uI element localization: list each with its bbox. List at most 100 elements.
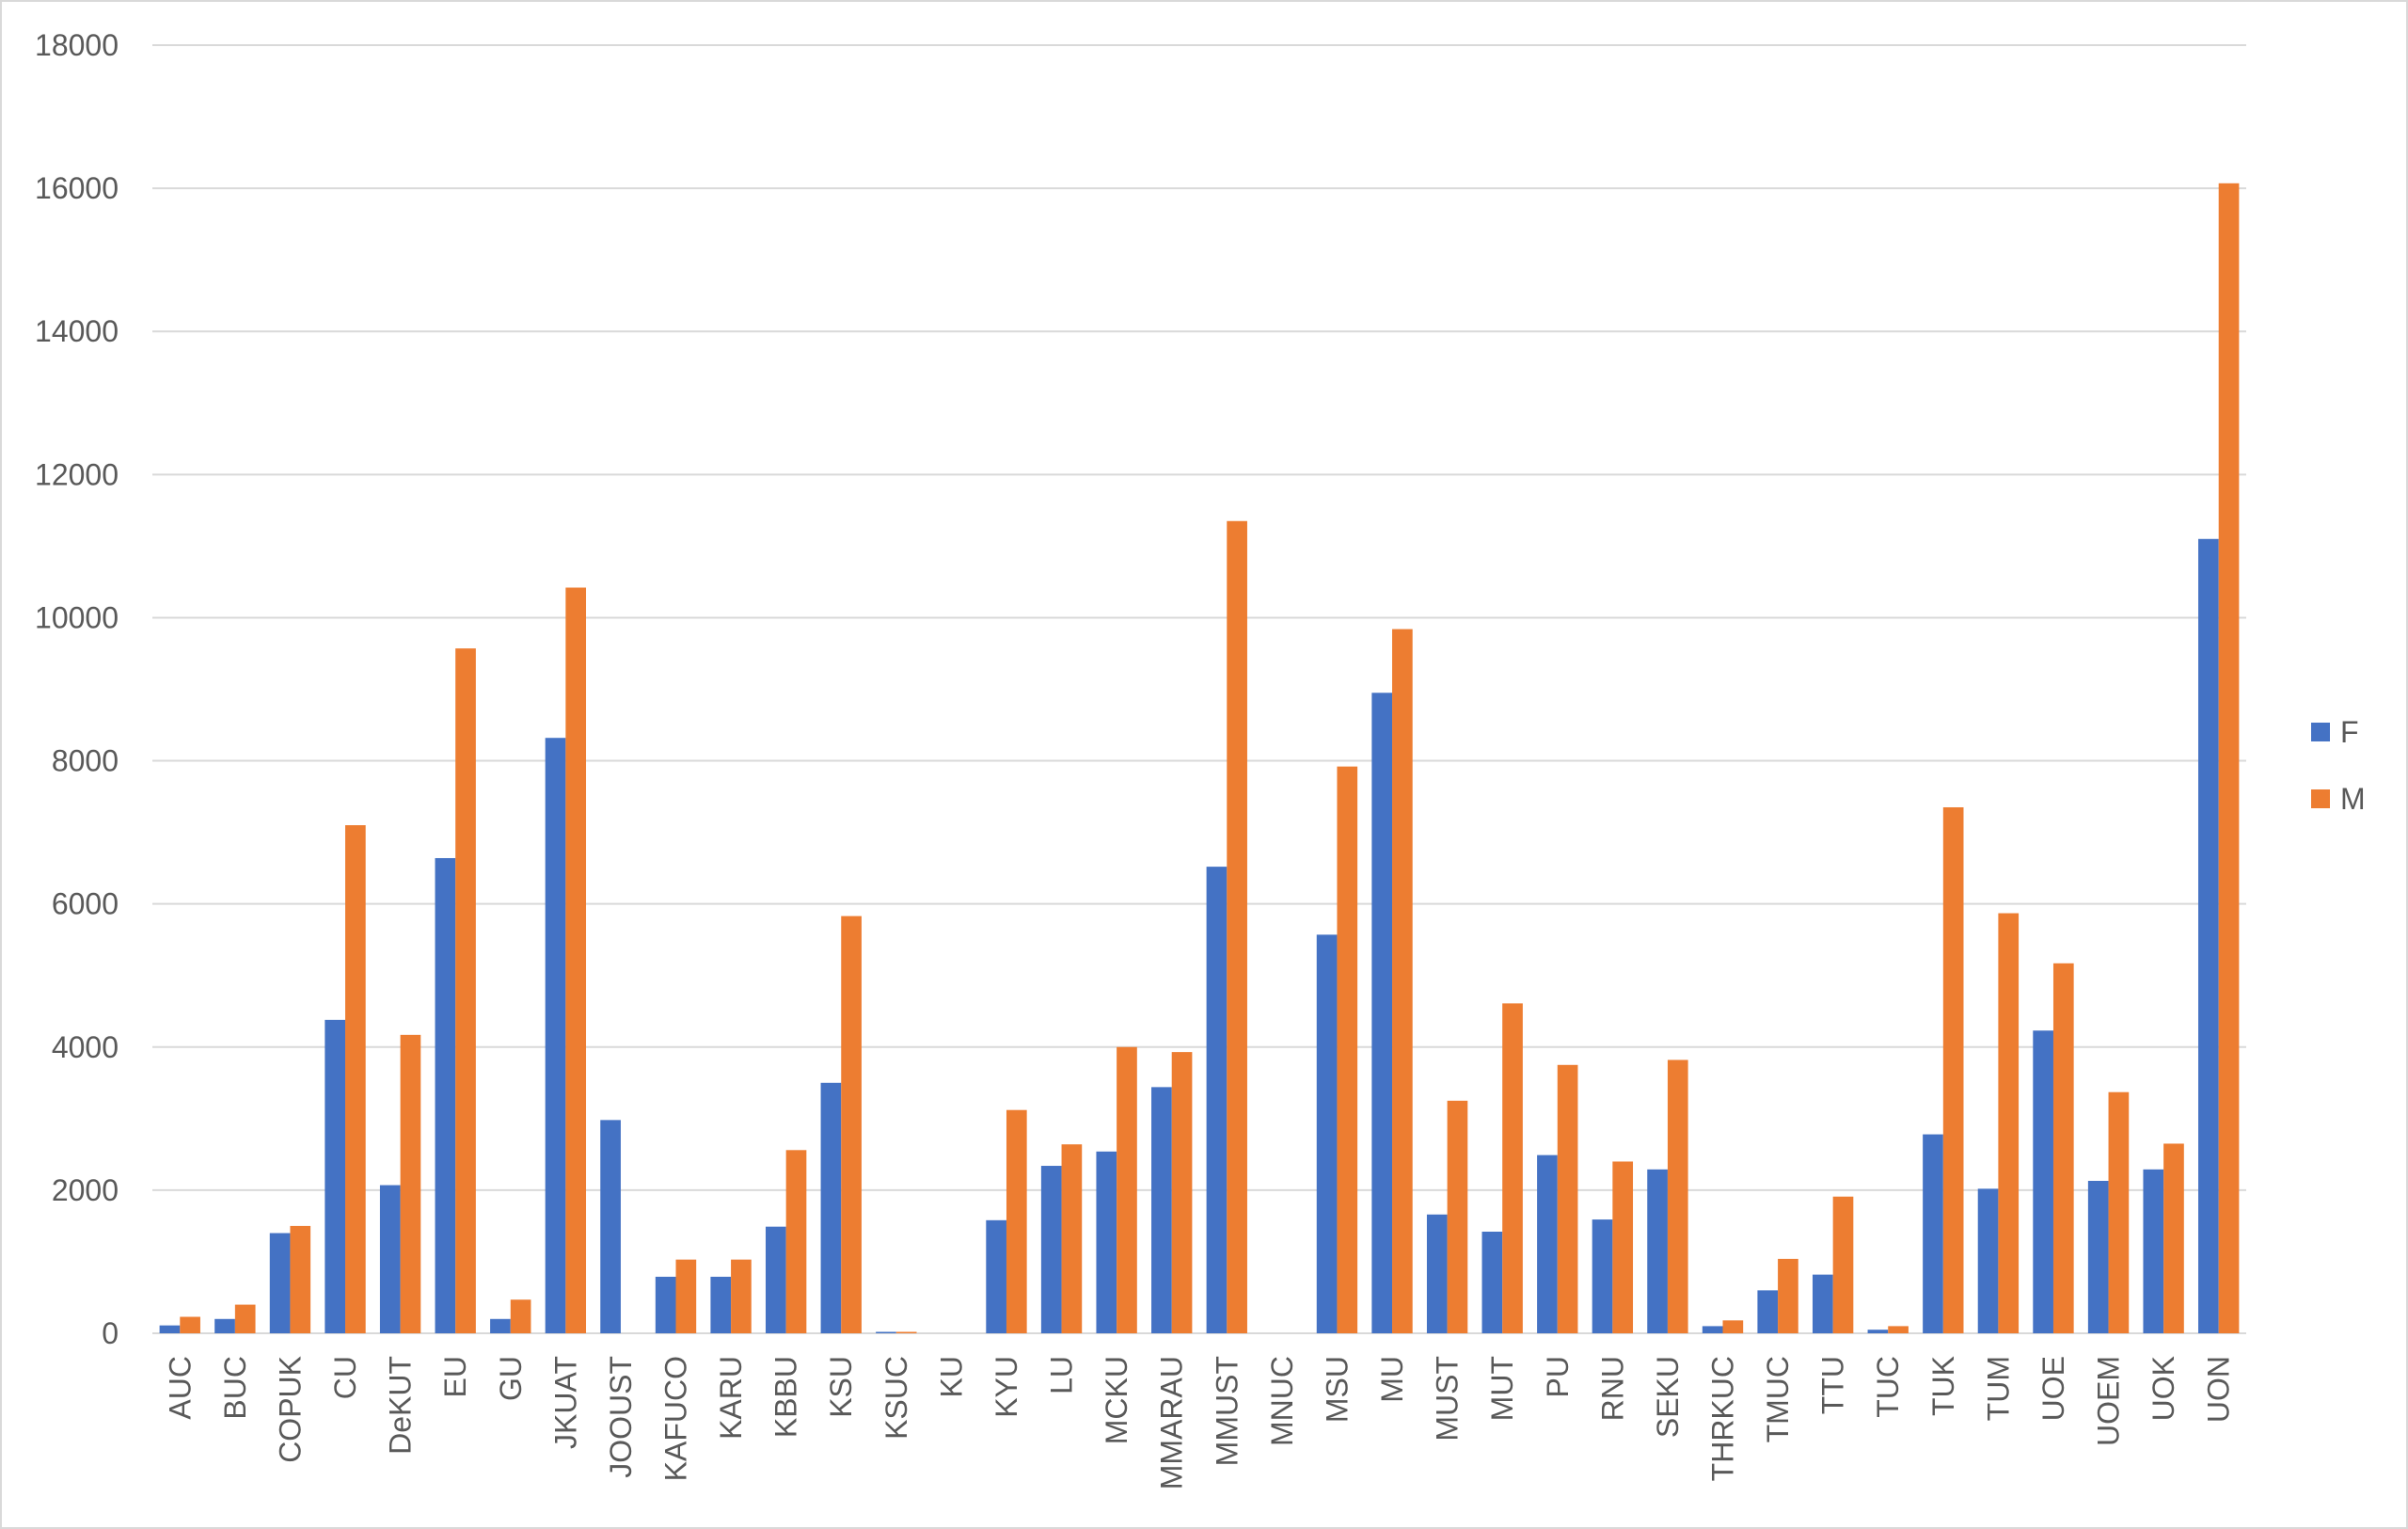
bar-F-JOOUST: [600, 1120, 621, 1333]
bar-M-KBBU: [785, 1150, 807, 1333]
x-tick-label: MUST: [1431, 1356, 1465, 1441]
bar-F-UOE: [2033, 1030, 2053, 1333]
bar-F-UOEM: [2087, 1181, 2109, 1333]
bar-M-TUK: [1942, 806, 1964, 1333]
bar-M-KSU: [841, 916, 862, 1333]
x-tick-label: SEKU: [1651, 1356, 1685, 1438]
x-tick-label: KSU: [824, 1356, 858, 1418]
x-tick-label: JOOUST: [604, 1356, 638, 1478]
bar-F-KYU: [986, 1219, 1006, 1333]
bar-M-EU: [455, 648, 476, 1333]
x-tick-label: RNU: [1595, 1356, 1629, 1421]
bar-F-LU: [1040, 1166, 1062, 1333]
bar-M-AUC: [180, 1316, 200, 1333]
bar-M-KYU: [1006, 1109, 1027, 1333]
bar-F-MUST: [1426, 1214, 1448, 1333]
bar-M-CU: [345, 825, 366, 1333]
bar-F-RNU: [1592, 1219, 1613, 1333]
gridlines: [152, 44, 2246, 1334]
x-tick-label: MNUC: [1265, 1356, 1299, 1446]
x-tick-label: TTU: [1816, 1356, 1850, 1414]
legend-label-F: F: [2340, 715, 2359, 749]
bar-M-KAFUCO: [675, 1259, 697, 1333]
bar-F-CU: [325, 1019, 346, 1333]
bar-M-MUT: [1502, 1003, 1523, 1333]
legend-swatch-M: [2311, 789, 2330, 808]
bar-F-UON: [2198, 538, 2219, 1333]
x-tick-label: MCKU: [1100, 1356, 1133, 1444]
bar-M-UON: [2218, 183, 2240, 1333]
x-tick-label: TUM: [1981, 1356, 2015, 1421]
bar-F-MU: [1371, 693, 1393, 1333]
legend: FM: [2311, 715, 2366, 816]
bar-M-BUC: [234, 1304, 256, 1333]
bar-F-UOK: [2143, 1169, 2164, 1333]
x-tick-label: UOE: [2036, 1356, 2070, 1421]
x-tick-label: DeKUT: [384, 1356, 418, 1455]
bar-F-SEKU: [1647, 1169, 1668, 1333]
x-tick-label: UON: [2202, 1356, 2236, 1423]
x-tick-label: KAFUCO: [659, 1356, 693, 1481]
bar-M-TMUC: [1778, 1258, 1798, 1333]
bar-M-COPUK: [290, 1225, 311, 1333]
bar-F-THRKUC: [1702, 1326, 1723, 1333]
bar-F-TUK: [1923, 1134, 1943, 1333]
y-tick-label: 12000: [35, 457, 119, 491]
bar-M-MCKU: [1117, 1046, 1137, 1333]
x-tick-label: UOK: [2147, 1356, 2180, 1421]
x-tick-label: MUT: [1485, 1356, 1519, 1421]
bar-M-UOK: [2163, 1143, 2184, 1333]
x-tick-label: MMARAU: [1155, 1356, 1189, 1489]
bar-F-PU: [1537, 1155, 1558, 1333]
x-tick-label: MMUST: [1210, 1356, 1244, 1466]
bar-M-PU: [1557, 1064, 1578, 1333]
x-tick-label: TUC: [1871, 1356, 1905, 1418]
bar-M-LU: [1061, 1144, 1083, 1333]
x-tick-label: EU: [438, 1356, 472, 1397]
x-tick-label: MU: [1375, 1356, 1409, 1403]
bar-F-KARU: [710, 1276, 732, 1333]
bar-M-MMUST: [1227, 520, 1247, 1333]
bar-F-KBBU: [765, 1226, 786, 1333]
bar-F-KSUC: [876, 1331, 896, 1333]
bar-F-MSU: [1316, 934, 1338, 1333]
bar-F-AUC: [159, 1325, 181, 1333]
bar-F-DeKUT: [379, 1185, 401, 1333]
bar-F-TMUC: [1757, 1290, 1779, 1333]
x-tick-label: CU: [328, 1356, 362, 1399]
bar-M-TTU: [1832, 1196, 1854, 1333]
y-tick-label: 10000: [35, 600, 119, 634]
y-tick-label: 4000: [52, 1030, 119, 1064]
bar-M-MSU: [1337, 766, 1358, 1333]
x-tick-label: KYU: [990, 1356, 1023, 1418]
y-tick-label: 14000: [35, 314, 119, 348]
x-tick-label: LU: [1045, 1356, 1079, 1394]
bar-M-UOEM: [2108, 1091, 2130, 1333]
bar-M-MU: [1392, 629, 1413, 1333]
x-tick-label: KARU: [714, 1356, 748, 1440]
y-tick-label: 0: [102, 1316, 119, 1350]
bar-F-GU: [490, 1318, 511, 1333]
bar-F-MMUST: [1206, 867, 1228, 1333]
legend-swatch-F: [2311, 723, 2330, 741]
x-tick-label: TUK: [1926, 1356, 1960, 1416]
x-tick-label: COPUK: [273, 1356, 307, 1463]
y-axis-ticks: 0 2000 4000 6000 8000 10000 12000 14000 16000 180…: [35, 28, 119, 1350]
bar-M-GU: [510, 1299, 531, 1333]
x-tick-label: PU: [1541, 1356, 1575, 1397]
bar-F-KAFUCO: [655, 1276, 676, 1333]
bar-F-TUM: [1977, 1188, 1999, 1333]
bar-M-UOE: [2052, 963, 2074, 1333]
y-tick-label: 16000: [35, 171, 119, 205]
bar-M-DeKUT: [400, 1034, 421, 1333]
bar-M-MUST: [1447, 1100, 1468, 1333]
y-tick-label: 6000: [52, 887, 119, 921]
bar-M-RNU: [1612, 1161, 1634, 1333]
bar-M-MMARAU: [1171, 1052, 1193, 1333]
bar-M-SEKU: [1667, 1059, 1688, 1333]
bar-F-MCKU: [1096, 1151, 1117, 1333]
bar-M-TUM: [1998, 913, 2020, 1333]
y-tick-label: 8000: [52, 744, 119, 778]
y-tick-label: 18000: [35, 28, 119, 62]
